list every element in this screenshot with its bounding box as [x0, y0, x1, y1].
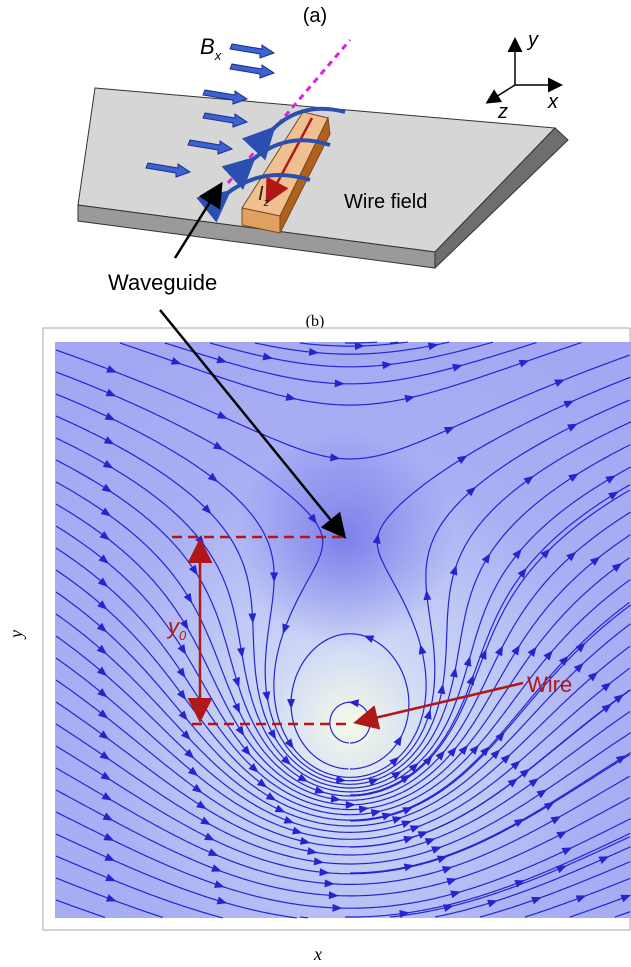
wire-field-label: Wire field — [344, 191, 427, 213]
axis-label: z — [497, 101, 508, 123]
figure: (a) Bx Iz Wire field Waveguide — [0, 0, 631, 967]
field-symbol: B — [200, 34, 215, 59]
bias-arrow — [230, 64, 274, 78]
field-subscript: x — [214, 48, 222, 63]
panel-a: (a) Bx Iz Wire field Waveguide — [78, 5, 568, 295]
panel-label: (a) — [303, 5, 327, 27]
panel-b: (b) y0 Wire x y — [6, 310, 631, 964]
axis-label: x — [547, 91, 559, 113]
x-axis-label: x — [313, 944, 322, 964]
offset-subscript: 0 — [179, 628, 187, 643]
current-subscript: z — [263, 197, 270, 209]
axis-label: y — [526, 29, 539, 51]
bias-arrow — [230, 44, 274, 58]
field-zero-shade — [55, 342, 631, 918]
y-axis-label: y — [6, 630, 26, 640]
panel-label: (b) — [306, 313, 325, 330]
field-label: Bx — [200, 34, 222, 63]
axis-arrow — [488, 85, 515, 102]
wire-label: Wire — [527, 672, 572, 697]
waveguide-label: Waveguide — [108, 270, 217, 295]
